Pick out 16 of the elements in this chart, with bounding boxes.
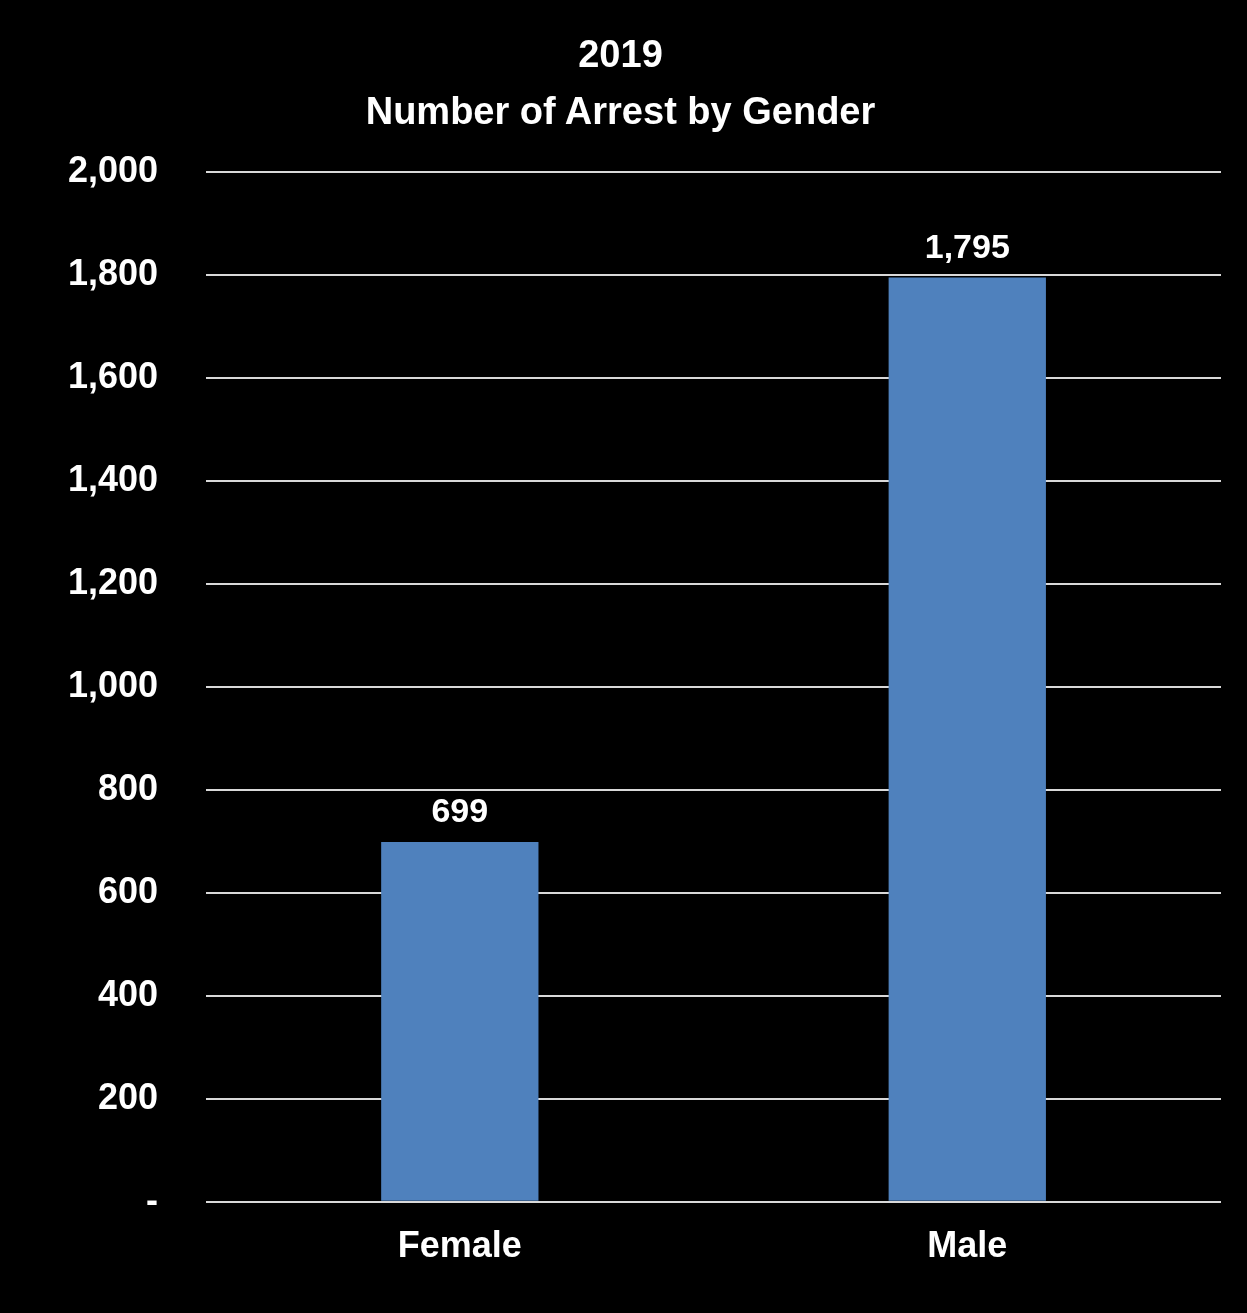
x-tick-label: Male [927, 1224, 1008, 1266]
y-tick-label: 600 [98, 869, 159, 911]
y-tick-label: 400 [98, 972, 159, 1014]
data-label: 1,795 [924, 226, 1010, 265]
y-tick-label: 200 [98, 1075, 159, 1117]
x-tick-label: Female [397, 1224, 522, 1266]
y-tick-label: 1,000 [67, 663, 159, 705]
y-tick-label: 1,800 [67, 251, 159, 293]
y-tick-label: 2,000 [67, 148, 159, 190]
y-tick-label: 1,200 [67, 560, 159, 602]
y-tick-label: 1,400 [67, 457, 159, 499]
y-tick-label: 1,600 [67, 354, 159, 396]
y-tick-label: - [146, 1178, 159, 1220]
chart-title: 2019 Number of Arrest by Gender [365, 32, 876, 132]
y-tick-label: 800 [98, 766, 159, 808]
data-label: 699 [431, 791, 489, 830]
